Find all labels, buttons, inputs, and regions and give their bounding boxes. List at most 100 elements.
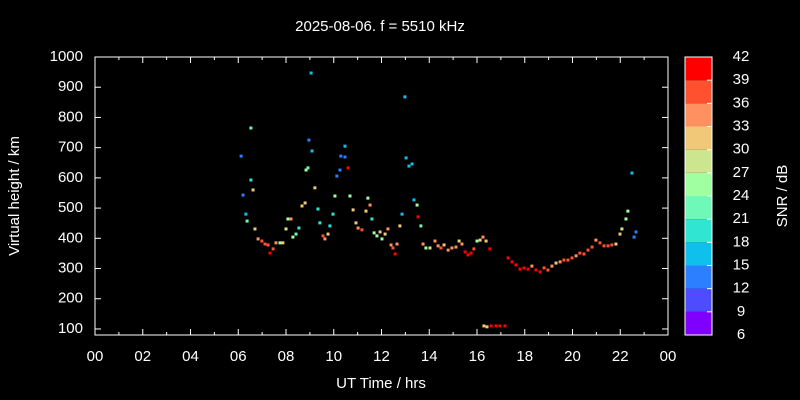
data-point bbox=[463, 250, 467, 254]
data-point bbox=[439, 246, 443, 250]
x-tick-label: 16 bbox=[469, 348, 486, 365]
data-point bbox=[446, 248, 450, 252]
colorbar-band bbox=[685, 80, 712, 104]
data-point bbox=[472, 247, 476, 251]
data-point bbox=[454, 245, 458, 249]
data-point bbox=[421, 242, 425, 246]
data-point bbox=[333, 194, 337, 198]
data-point bbox=[424, 246, 428, 250]
data-point bbox=[489, 324, 493, 328]
colorbar-band bbox=[685, 103, 712, 127]
data-point bbox=[518, 267, 522, 271]
colorbar-tick-label: 39 bbox=[733, 71, 750, 88]
x-tick-label: 00 bbox=[87, 348, 104, 365]
data-point bbox=[590, 245, 594, 249]
chart-title: 2025-08-06. f = 5510 kHz bbox=[295, 18, 465, 35]
data-point bbox=[304, 168, 308, 172]
data-point bbox=[241, 193, 245, 197]
data-point bbox=[343, 155, 347, 159]
x-tick-label: 22 bbox=[612, 348, 629, 365]
data-point bbox=[624, 217, 628, 221]
data-point bbox=[626, 209, 630, 213]
data-point bbox=[346, 166, 350, 170]
colorbar-band bbox=[685, 172, 712, 196]
data-point bbox=[321, 234, 325, 238]
data-point bbox=[245, 219, 249, 223]
colorbar-tick-label: 36 bbox=[733, 94, 750, 111]
data-point bbox=[389, 243, 393, 247]
x-tick-label: 04 bbox=[182, 348, 199, 365]
data-point bbox=[410, 162, 414, 166]
data-point bbox=[634, 230, 638, 234]
data-point bbox=[395, 242, 399, 246]
data-point bbox=[316, 207, 320, 211]
data-point bbox=[574, 254, 578, 258]
colorbar-band bbox=[685, 311, 712, 335]
y-tick-label: 600 bbox=[58, 169, 83, 186]
data-point bbox=[291, 235, 295, 239]
colorbar-band bbox=[685, 126, 712, 150]
data-point bbox=[348, 194, 352, 198]
data-point bbox=[398, 224, 402, 228]
data-point bbox=[274, 241, 278, 245]
data-point bbox=[450, 246, 454, 250]
data-point bbox=[268, 251, 272, 255]
data-point bbox=[433, 239, 437, 243]
data-point bbox=[354, 221, 358, 225]
data-point bbox=[249, 126, 253, 130]
data-point bbox=[566, 258, 570, 262]
colorbar-tick-label: 33 bbox=[733, 117, 750, 134]
data-point bbox=[313, 186, 317, 190]
data-point bbox=[351, 208, 355, 212]
data-point bbox=[309, 71, 313, 75]
data-point bbox=[372, 231, 376, 235]
data-point bbox=[586, 248, 590, 252]
data-point bbox=[281, 241, 285, 245]
y-tick-label: 900 bbox=[58, 78, 83, 95]
data-point bbox=[260, 239, 264, 243]
data-point bbox=[278, 241, 282, 245]
data-point bbox=[598, 241, 602, 245]
data-point bbox=[339, 154, 343, 158]
data-point bbox=[404, 156, 408, 160]
data-point bbox=[614, 242, 618, 246]
data-point bbox=[506, 256, 510, 260]
data-point bbox=[546, 268, 550, 272]
data-point bbox=[306, 166, 310, 170]
y-tick-label: 400 bbox=[58, 229, 83, 246]
colorbar-band bbox=[685, 219, 712, 243]
colorbar-tick-label: 9 bbox=[737, 303, 745, 320]
x-tick-label: 10 bbox=[325, 348, 342, 365]
data-point bbox=[481, 235, 485, 239]
data-point bbox=[323, 237, 327, 241]
colorbar-tick-label: 12 bbox=[733, 280, 750, 297]
data-point bbox=[393, 252, 397, 256]
data-point bbox=[343, 144, 347, 148]
data-point bbox=[364, 209, 368, 213]
data-point bbox=[331, 212, 335, 216]
data-point bbox=[403, 95, 407, 99]
data-point bbox=[522, 266, 526, 270]
data-point bbox=[253, 227, 257, 231]
x-axis-label: UT Time / hrs bbox=[336, 375, 426, 392]
data-point bbox=[307, 138, 311, 142]
data-point bbox=[249, 178, 253, 182]
data-point bbox=[419, 224, 423, 228]
colorbar-tick-label: 21 bbox=[733, 210, 750, 227]
data-point bbox=[416, 215, 420, 219]
data-point bbox=[498, 324, 502, 328]
data-point bbox=[594, 238, 598, 242]
data-point bbox=[602, 244, 606, 248]
y-tick-label: 200 bbox=[58, 290, 83, 307]
data-point bbox=[550, 264, 554, 268]
colorbar-label: SNR / dB bbox=[774, 165, 791, 228]
data-point bbox=[510, 260, 514, 264]
colorbar-band bbox=[685, 288, 712, 312]
data-point bbox=[378, 230, 382, 234]
data-point bbox=[251, 188, 255, 192]
data-point bbox=[412, 198, 416, 202]
colorbar-tick-label: 15 bbox=[733, 256, 750, 273]
data-point bbox=[485, 325, 489, 329]
data-point bbox=[514, 263, 518, 267]
colorbar-band bbox=[685, 57, 712, 81]
